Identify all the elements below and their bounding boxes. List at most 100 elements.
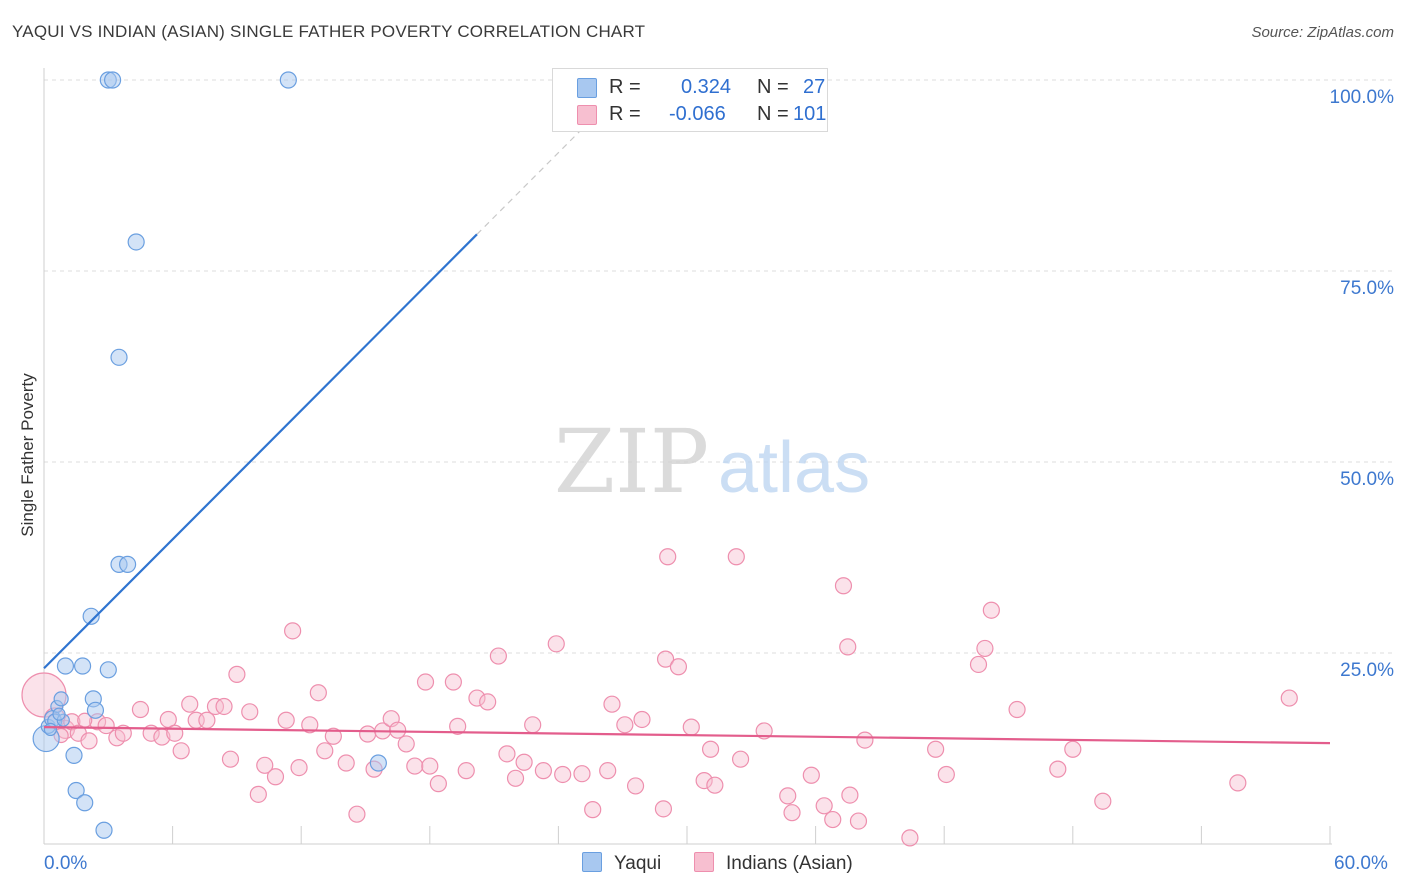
- indian-point: [316, 742, 334, 760]
- yaqui-point: [127, 233, 145, 251]
- legend-indian-r: -0.066: [669, 103, 726, 125]
- indian-point: [479, 693, 497, 711]
- yaqui-point: [73, 657, 92, 675]
- indian-point: [449, 717, 467, 735]
- chart-title: YAQUI VS INDIAN (ASIAN) SINGLE FATHER PO…: [12, 22, 646, 41]
- indian-point: [266, 768, 285, 786]
- legend-yaqui-n: 27: [803, 76, 826, 98]
- indian-point: [755, 722, 773, 740]
- indian-point: [249, 785, 267, 803]
- indian-point: [1094, 792, 1112, 810]
- indian-point: [498, 745, 516, 763]
- legend-indian-n: 101: [793, 103, 827, 125]
- yaqui-series: [32, 71, 387, 839]
- indian-point: [457, 762, 475, 780]
- indian-point: [599, 762, 617, 780]
- indian-point: [982, 601, 1000, 619]
- bottom-legend-label-indian: Indians (Asian): [726, 853, 853, 874]
- indian-point: [324, 727, 342, 745]
- correlation-legend: R = 0.324 N = 27 R = -0.066 N = 101: [552, 68, 828, 132]
- indian-point: [198, 711, 216, 729]
- yaqui-point: [65, 746, 83, 764]
- watermark-zip: ZIP: [554, 410, 709, 513]
- indian-point: [802, 766, 820, 784]
- indian-point: [927, 740, 945, 758]
- indian-point: [1049, 760, 1067, 778]
- indian-point: [468, 689, 486, 707]
- y-tick-label-50: 50.0%: [1340, 469, 1394, 490]
- indian-point: [228, 665, 246, 683]
- indian-point: [489, 647, 507, 665]
- indian-point: [1280, 689, 1298, 707]
- indian-point: [215, 697, 233, 716]
- indian-point: [584, 801, 602, 819]
- indian-point: [429, 775, 447, 793]
- watermark: ZIP atlas: [554, 410, 870, 513]
- yaqui-point: [53, 691, 69, 707]
- indian-point: [159, 710, 177, 729]
- yaqui-point: [279, 71, 297, 89]
- yaqui-point: [103, 71, 122, 89]
- indian-point: [421, 757, 439, 775]
- indian-point: [656, 650, 675, 668]
- yaqui-point: [56, 657, 75, 675]
- indian-point: [1008, 700, 1026, 719]
- legend-swatch-yaqui: [577, 78, 597, 98]
- indian-point: [731, 750, 750, 768]
- indian-trend-line: [43, 726, 1331, 745]
- indian-point: [669, 658, 688, 676]
- indian-point: [682, 718, 700, 736]
- indian-point: [841, 786, 859, 804]
- indian-point: [654, 800, 673, 818]
- bottom-legend-indian: Indians (Asian): [694, 852, 853, 876]
- indian-point: [783, 804, 801, 822]
- indian-point: [849, 812, 868, 830]
- indian-point: [359, 725, 377, 743]
- indian-point: [901, 829, 919, 847]
- indian-point: [337, 754, 355, 772]
- indian-point: [515, 753, 533, 771]
- legend-swatch-indian: [577, 105, 597, 125]
- indian-point: [348, 805, 366, 823]
- indian-point: [277, 711, 295, 729]
- indian-point: [659, 548, 677, 566]
- legend-r-label: R =: [609, 76, 641, 98]
- yaqui-point: [67, 781, 85, 800]
- indian-series: [21, 548, 1298, 847]
- indian-point: [937, 765, 955, 784]
- yaqui-point: [82, 607, 100, 625]
- grid-layer: [44, 79, 1392, 654]
- indian-point: [309, 684, 327, 702]
- yaqui-point: [86, 701, 105, 719]
- indian-point: [241, 703, 259, 721]
- indian-point: [839, 638, 857, 656]
- indian-point: [397, 735, 415, 753]
- legend-r-label: R =: [609, 103, 641, 125]
- indian-point: [706, 776, 724, 794]
- indian-point: [80, 732, 98, 750]
- yaqui-trend-extension: [476, 130, 581, 235]
- trend-lines: [43, 130, 1331, 745]
- axes-layer: [43, 68, 1332, 845]
- bottom-legend-yaqui: Yaqui: [582, 852, 661, 876]
- indian-point: [573, 765, 591, 783]
- indian-point: [181, 695, 199, 713]
- indian-point: [727, 548, 745, 566]
- indian-point: [97, 716, 115, 735]
- indian-point: [524, 716, 542, 734]
- yaqui-point: [110, 348, 128, 366]
- indian-point: [701, 740, 720, 758]
- indian-point: [416, 673, 435, 691]
- legend-n-label: N =: [757, 76, 789, 98]
- indian-point: [1064, 740, 1082, 758]
- indian-point: [824, 810, 842, 829]
- yaqui-point: [43, 722, 58, 737]
- indian-point: [1229, 774, 1247, 792]
- indian-point: [406, 757, 424, 775]
- indian-point: [221, 750, 240, 768]
- indian-point: [131, 700, 150, 719]
- indian-point: [834, 577, 853, 595]
- yaqui-point: [369, 754, 387, 772]
- indian-point: [284, 622, 302, 640]
